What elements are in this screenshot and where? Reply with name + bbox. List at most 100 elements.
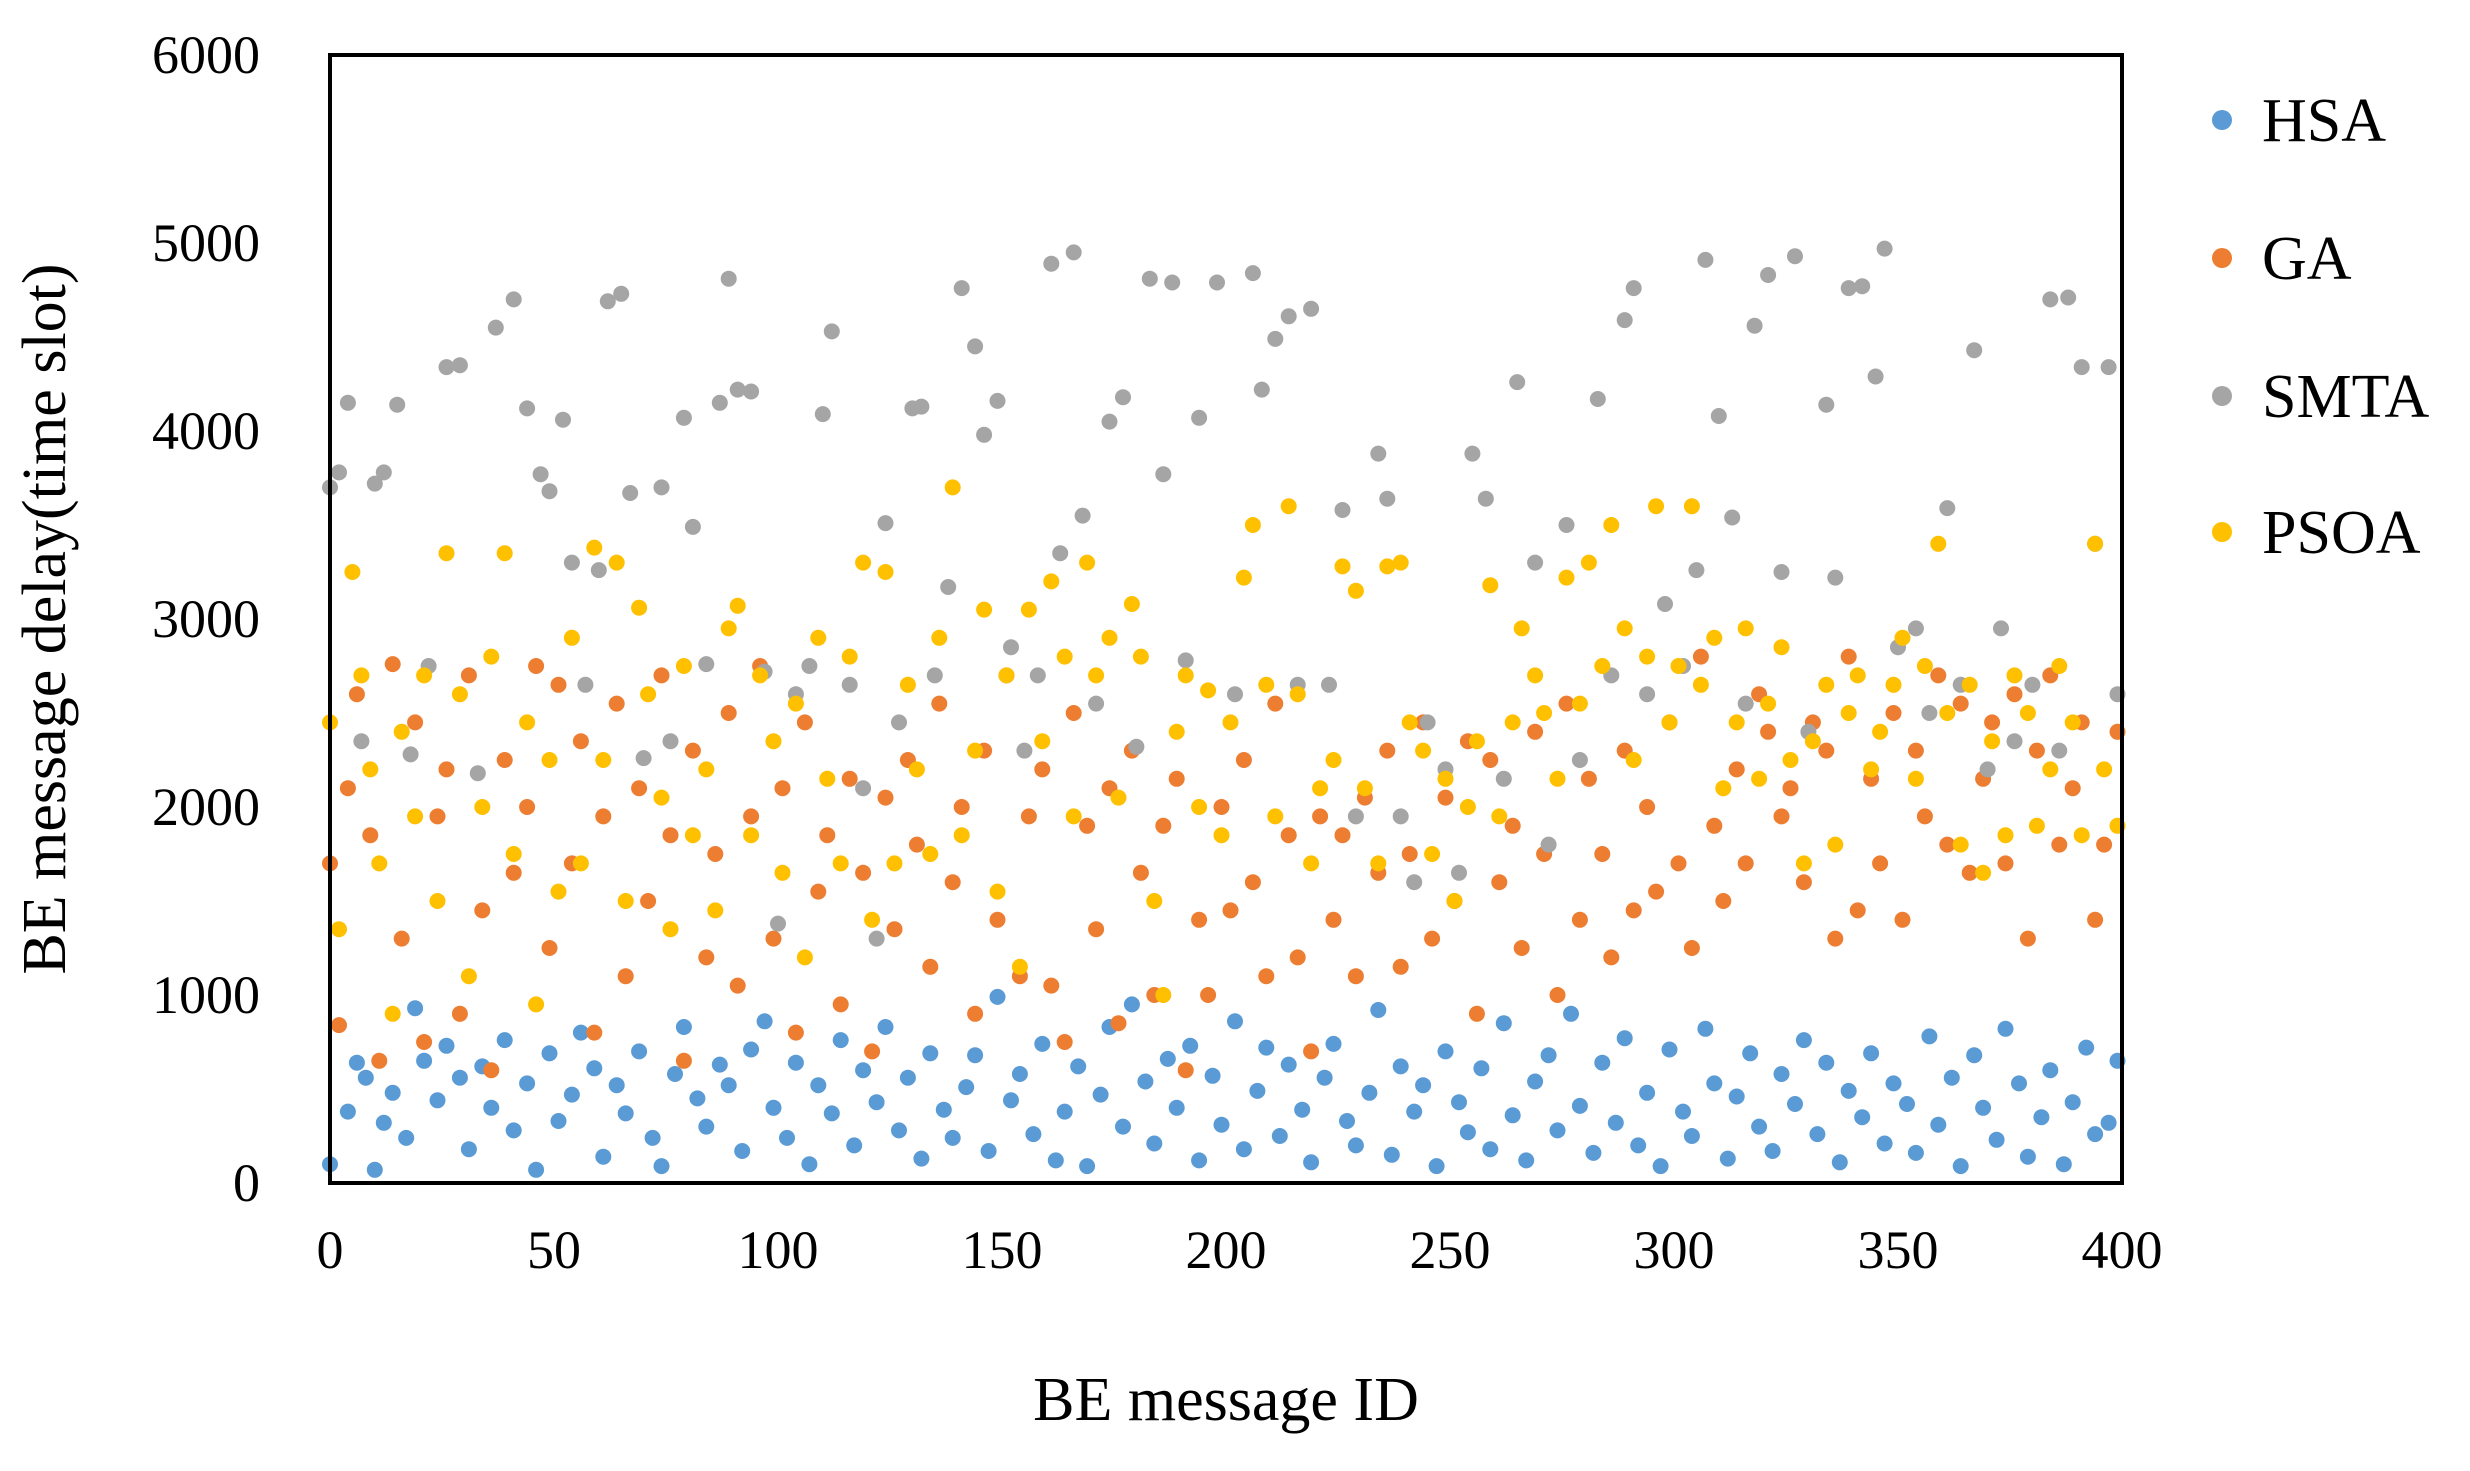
point-psoa (474, 799, 491, 815)
point-psoa (1997, 827, 2014, 844)
point-ga (1939, 836, 1956, 853)
point-smta (1773, 564, 1790, 580)
point-ga (1258, 968, 1275, 985)
point-smta (1527, 554, 1544, 571)
point-ga (832, 996, 849, 1013)
point-hsa (1787, 1096, 1803, 1112)
point-ga (1347, 968, 1364, 985)
point-smta (613, 285, 630, 302)
point-psoa (1491, 808, 1508, 825)
point-hsa (1280, 1056, 1297, 1073)
point-hsa (1607, 1114, 1624, 1131)
point-ga (1625, 902, 1642, 919)
point-ga (1795, 874, 1812, 891)
point-hsa (1921, 1028, 1938, 1045)
point-hsa (1675, 1103, 1691, 1120)
point-hsa (1003, 1092, 1019, 1109)
point-hsa (2055, 1156, 2072, 1173)
point-hsa (348, 1054, 365, 1071)
point-ga (1984, 714, 2001, 731)
point-ga (586, 1024, 603, 1041)
point-psoa (729, 597, 746, 614)
point-ga (653, 667, 670, 684)
legend-label-psoa: PSOA (2262, 499, 2421, 567)
point-hsa (550, 1113, 567, 1129)
point-hsa (1146, 1135, 1163, 1152)
point-psoa (1513, 620, 1530, 637)
point-smta (1303, 300, 1320, 317)
point-ga (743, 808, 760, 825)
point-hsa (720, 1077, 737, 1094)
point-ga (1222, 902, 1239, 919)
point-hsa (398, 1129, 415, 1146)
point-hsa (1930, 1116, 1947, 1133)
point-ga (384, 656, 401, 673)
point-hsa (2064, 1094, 2081, 1111)
point-ga (1034, 761, 1051, 778)
point-hsa (1495, 1015, 1512, 1032)
point-ga (864, 1043, 881, 1060)
point-smta (1477, 490, 1494, 507)
point-psoa (989, 883, 1006, 900)
point-psoa (1065, 808, 1082, 825)
point-smta (698, 656, 715, 673)
point-psoa (1370, 855, 1387, 872)
point-ga (729, 977, 746, 994)
point-psoa (931, 629, 948, 646)
point-psoa (1984, 733, 2001, 750)
point-psoa (1639, 648, 1656, 665)
point-psoa (662, 921, 679, 938)
point-hsa (451, 1069, 468, 1086)
point-smta (770, 915, 786, 932)
point-hsa (1428, 1158, 1445, 1175)
point-hsa (1482, 1141, 1499, 1158)
point-hsa (357, 1069, 374, 1086)
point-psoa (752, 667, 769, 684)
point-psoa (541, 752, 558, 768)
point-ga (1043, 977, 1060, 994)
point-ga (908, 836, 925, 853)
point-psoa (684, 827, 701, 844)
point-hsa (1294, 1101, 1311, 1118)
x-tick-label: 150 (962, 1220, 1043, 1280)
point-ga (474, 902, 491, 919)
point-smta (402, 746, 419, 763)
point-smta (1029, 667, 1046, 684)
x-tick-label: 350 (1858, 1220, 1939, 1280)
point-ga (1639, 799, 1656, 815)
point-psoa (1916, 658, 1933, 674)
point-smta (1253, 381, 1270, 398)
point-psoa (1683, 498, 1700, 515)
point-ga (1401, 846, 1418, 862)
point-smta (814, 406, 831, 423)
point-hsa (1697, 1020, 1714, 1037)
point-hsa (429, 1092, 446, 1109)
point-ga (1437, 789, 1454, 806)
point-ga (1773, 808, 1790, 825)
point-hsa (483, 1099, 500, 1116)
point-psoa (407, 808, 424, 825)
point-psoa (1258, 676, 1275, 693)
point-ga (1280, 827, 1297, 844)
point-smta (1625, 280, 1642, 297)
point-psoa (1468, 733, 1485, 750)
point-psoa (563, 629, 580, 646)
point-hsa (1563, 1005, 1579, 1022)
point-ga (1952, 695, 1969, 712)
point-hsa (1347, 1137, 1364, 1154)
point-hsa (2011, 1075, 2027, 1092)
legend-label-hsa: HSA (2262, 87, 2386, 155)
x-tick-label: 200 (1186, 1220, 1267, 1280)
point-ga (1191, 911, 1208, 928)
point-hsa (711, 1056, 728, 1073)
legend-marker-smta (2212, 386, 2232, 406)
point-ga (483, 1062, 500, 1079)
point-smta (729, 381, 746, 398)
point-smta (1244, 265, 1261, 282)
point-smta (1003, 639, 1019, 656)
point-ga (1289, 949, 1306, 966)
point-smta (1589, 391, 1606, 407)
point-ga (886, 921, 903, 938)
point-psoa (1885, 676, 1902, 693)
point-ga (451, 1005, 468, 1022)
